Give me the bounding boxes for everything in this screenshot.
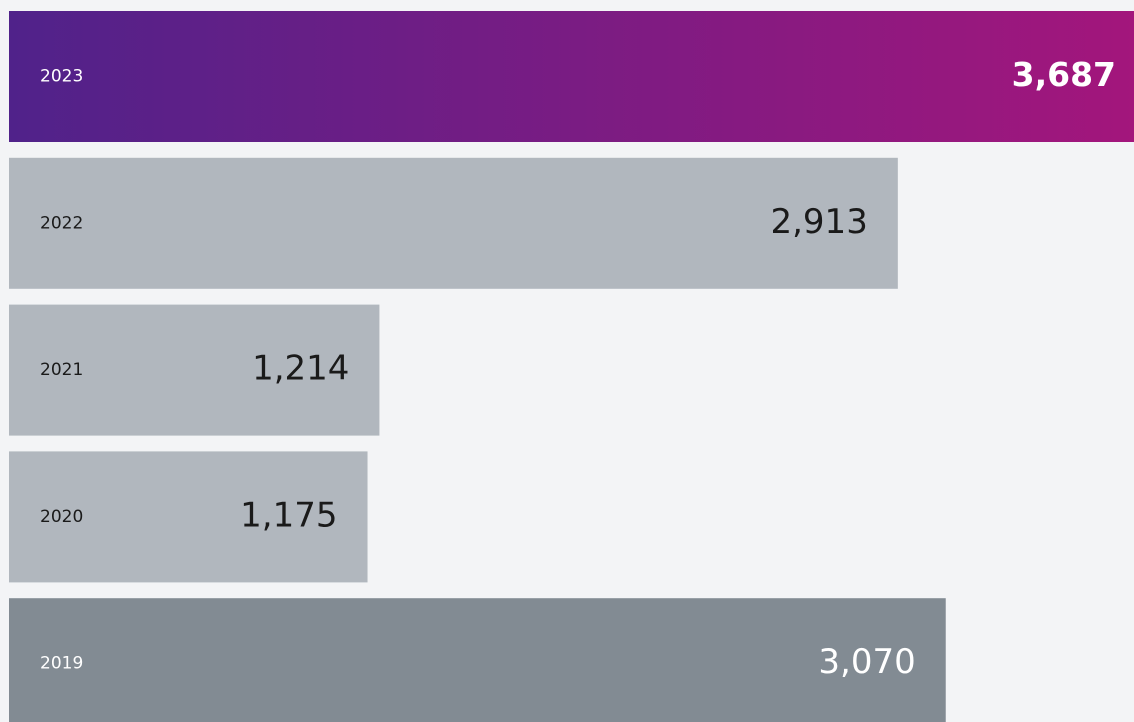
category-label: 2021	[40, 360, 83, 380]
bar	[9, 157, 898, 289]
bar	[9, 451, 368, 583]
value-label: 3,070	[818, 642, 915, 682]
category-label: 2023	[40, 67, 83, 87]
value-label: 1,214	[252, 349, 349, 389]
bar	[9, 598, 946, 722]
category-label: 2019	[40, 654, 83, 674]
category-label: 2020	[40, 507, 83, 527]
bar	[9, 304, 380, 436]
value-label: 3,687	[1012, 55, 1116, 94]
value-label: 2,913	[770, 202, 867, 242]
bar	[9, 11, 1134, 142]
category-label: 2022	[40, 213, 83, 233]
value-label: 1,175	[240, 495, 337, 535]
